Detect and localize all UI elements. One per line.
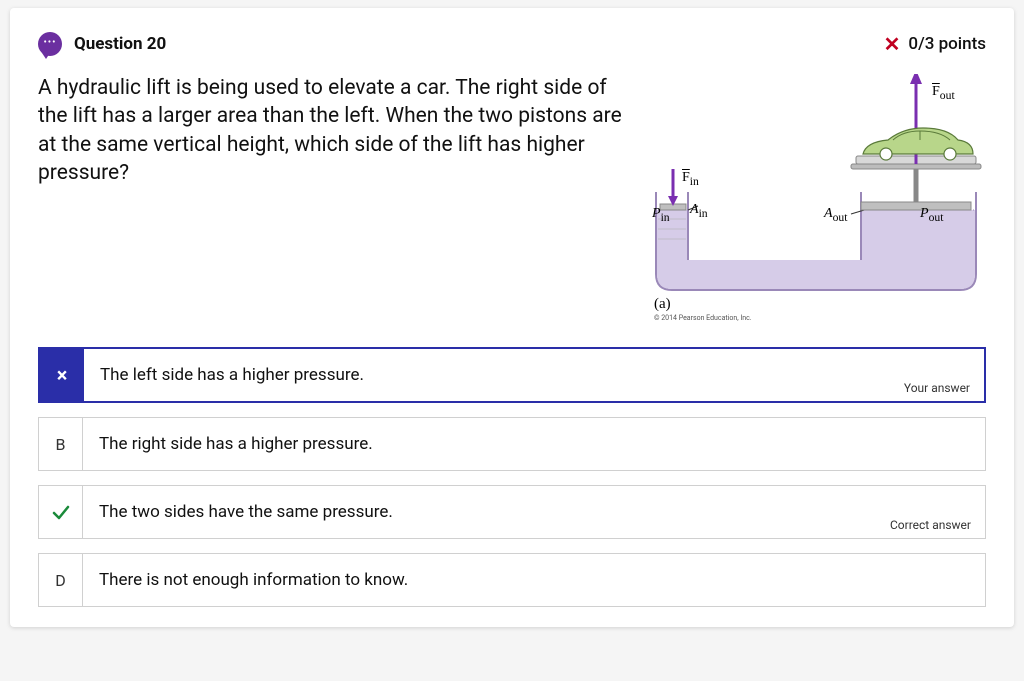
label-A-in: Ain [690,202,708,220]
figure-caption: (a) [654,296,671,313]
choice-c-text: The two sides have the same pressure. [83,502,985,522]
choice-b[interactable]: B The right side has a higher pressure. [38,417,986,471]
question-prompt: A hydraulic lift is being used to elevat… [38,74,622,329]
question-card: ••• Question 20 ✕ 0/3 points A hydraulic… [10,8,1014,627]
choice-b-text: The right side has a higher pressure. [83,434,985,454]
x-icon: × [57,363,68,387]
label-P-in: Pin [652,206,670,224]
label-P-out: Pout [920,206,943,224]
score-text: 0/3 points [908,34,986,54]
question-number: Question 20 [74,34,166,54]
choice-d-text: There is not enough information to know. [83,570,985,590]
question-header: ••• Question 20 ✕ 0/3 points [38,32,986,56]
score-display: ✕ 0/3 points [884,32,986,56]
header-left: ••• Question 20 [38,32,166,56]
speech-bubble-icon: ••• [38,32,62,56]
label-F-out: Fout [932,84,955,102]
your-answer-tag: Your answer [904,381,970,395]
label-F-in: Fin [682,170,699,188]
answer-choices: × The left side has a higher pressure. Y… [38,347,986,607]
ellipsis-icon: ••• [43,38,56,48]
choice-a-text: The left side has a higher pressure. [84,365,984,385]
label-A-out: Aout [824,206,847,224]
choice-d-marker: D [39,554,83,606]
correct-answer-tag: Correct answer [890,518,971,532]
choice-a[interactable]: × The left side has a higher pressure. Y… [38,347,986,403]
question-body: A hydraulic lift is being used to elevat… [38,74,986,329]
incorrect-x-icon: ✕ [884,32,901,56]
choice-c[interactable]: The two sides have the same pressure. Co… [38,485,986,539]
choice-c-marker [39,486,83,538]
choice-a-marker: × [40,349,84,401]
choice-d[interactable]: D There is not enough information to kno… [38,553,986,607]
check-icon [51,502,71,522]
choice-b-marker: B [39,418,83,470]
hydraulic-lift-figure: Fin Pin Ain Fout Aout Pout (a) © 2014 Pe… [646,74,986,329]
figure-copyright: © 2014 Pearson Education, Inc. [654,314,752,322]
